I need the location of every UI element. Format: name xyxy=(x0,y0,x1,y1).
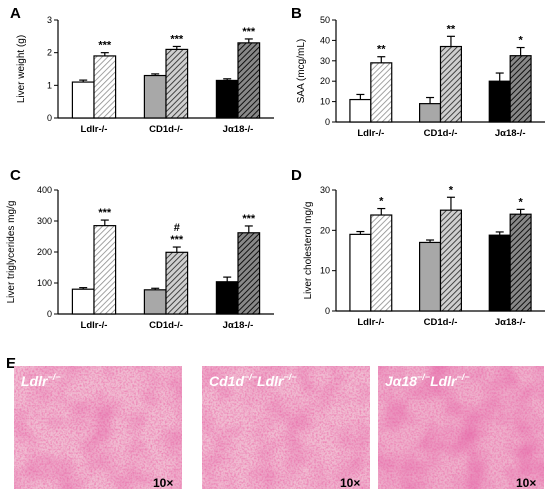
category-label: CD1d-/- xyxy=(424,317,458,328)
bar xyxy=(439,45,462,123)
bar xyxy=(419,241,442,312)
bar xyxy=(370,214,393,312)
panel-letter-d: D xyxy=(291,167,302,184)
panel-letter-c: C xyxy=(10,167,21,184)
micrograph-title-cd1d-ldlr: Cd1d−/−Ldlr−/− xyxy=(209,372,297,389)
significance-label: *** xyxy=(170,234,184,246)
bar xyxy=(488,80,511,123)
category-label: CD1d-/- xyxy=(149,124,183,135)
bar xyxy=(488,234,511,312)
bar xyxy=(370,62,393,123)
category-label: Jα18-/- xyxy=(495,128,526,139)
significance-label: ** xyxy=(447,23,456,35)
significance-label: * xyxy=(518,196,523,208)
category-label: Jα18-/- xyxy=(495,317,526,328)
chart-d: 0 10 20 30 Liver cholesterol mg/g * Ldlr-/- * CD… xyxy=(303,184,545,328)
micrograph-mag-ja18-ldlr: 10× xyxy=(516,476,536,490)
bar xyxy=(93,225,117,315)
y-axis-label: Liver weight (g) xyxy=(16,35,27,103)
micrograph-title-ldlr: Ldlr−/− xyxy=(21,372,61,389)
micrograph-ldlr: Ldlr−/− 10× xyxy=(14,366,182,490)
y-axis-label: Liver triglycerides mg/g xyxy=(6,201,17,304)
y-tick-label: 200 xyxy=(37,247,52,257)
panel-letter-e: E xyxy=(6,355,16,372)
y-tick-label: 400 xyxy=(37,185,52,195)
bar xyxy=(349,98,372,123)
y-tick-label: 10 xyxy=(320,97,330,107)
y-tick-label: 50 xyxy=(320,15,330,25)
bar xyxy=(165,48,189,119)
bar xyxy=(237,42,261,119)
panel-letter-b: B xyxy=(291,5,302,22)
bar xyxy=(165,251,189,315)
y-tick-label: 1 xyxy=(47,80,52,90)
micrograph-cd1d-ldlr: Cd1d−/−Ldlr−/− 10× xyxy=(202,366,370,490)
y-tick-label: 0 xyxy=(325,306,330,316)
y-tick-label: 100 xyxy=(37,278,52,288)
chart-c: 0 100 200 300 400 Liver triglycerides mg/g ***… xyxy=(6,185,274,331)
category-label: Ldlr-/- xyxy=(81,124,108,135)
chart-b: 0 10 20 30 40 50 SAA (mcg/mL) ** Ldlr-/- ** CD1d-/… xyxy=(296,15,545,139)
bar xyxy=(143,289,167,315)
bar xyxy=(349,233,372,312)
y-tick-label: 2 xyxy=(47,48,52,58)
panel-letter-a: A xyxy=(10,5,21,22)
category-label: Jα18-/- xyxy=(223,320,254,331)
y-tick-label: 0 xyxy=(47,309,52,319)
significance-label: *** xyxy=(242,213,256,225)
category-label: Ldlr-/- xyxy=(81,320,108,331)
bar xyxy=(509,55,532,123)
y-tick-label: 3 xyxy=(47,15,52,25)
bar xyxy=(237,232,261,315)
y-axis-label: Liver cholesterol mg/g xyxy=(303,202,314,300)
micrograph-title-ja18-ldlr: Jα18−/−Ldlr−/− xyxy=(385,372,470,389)
y-tick-label: 0 xyxy=(47,113,52,123)
chart-a: 0 1 2 3 Liver weight (g) *** Ldlr-/- *** CD1d-/-… xyxy=(16,15,274,135)
significance-label: * xyxy=(518,35,523,47)
y-tick-label: 30 xyxy=(320,185,330,195)
bar xyxy=(439,209,462,312)
micrograph-mag-cd1d-ldlr: 10× xyxy=(340,476,360,490)
category-label: CD1d-/- xyxy=(424,128,458,139)
significance-label: * xyxy=(379,196,384,208)
bar xyxy=(71,81,95,119)
bar xyxy=(509,213,532,312)
significance-label: *** xyxy=(242,26,256,38)
significance-label: * xyxy=(449,184,454,196)
y-tick-label: 0 xyxy=(325,117,330,127)
significance-label: ** xyxy=(377,44,386,56)
y-axis-label: SAA (mcg/mL) xyxy=(296,39,307,103)
significance-label: # xyxy=(174,222,180,234)
micrograph-mag-ldlr: 10× xyxy=(153,476,173,490)
category-label: Jα18-/- xyxy=(223,124,254,135)
significance-label: *** xyxy=(98,40,112,52)
y-tick-label: 300 xyxy=(37,216,52,226)
y-tick-label: 40 xyxy=(320,35,330,45)
y-tick-label: 10 xyxy=(320,266,330,276)
bar xyxy=(215,281,239,315)
bar xyxy=(143,74,167,119)
category-label: CD1d-/- xyxy=(149,320,183,331)
bar xyxy=(215,79,239,119)
category-label: Ldlr-/- xyxy=(357,317,384,328)
bar xyxy=(93,55,117,119)
significance-label: *** xyxy=(170,33,184,45)
y-tick-label: 20 xyxy=(320,76,330,86)
bar xyxy=(71,288,95,315)
significance-label: *** xyxy=(98,207,112,219)
y-tick-label: 20 xyxy=(320,225,330,235)
y-tick-label: 30 xyxy=(320,56,330,66)
category-label: Ldlr-/- xyxy=(357,128,384,139)
micrograph-ja18-ldlr: Jα18−/−Ldlr−/− 10× xyxy=(378,366,544,490)
bar xyxy=(419,103,442,123)
